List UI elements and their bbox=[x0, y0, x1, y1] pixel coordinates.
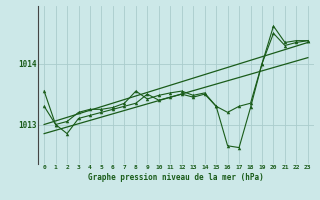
X-axis label: Graphe pression niveau de la mer (hPa): Graphe pression niveau de la mer (hPa) bbox=[88, 173, 264, 182]
